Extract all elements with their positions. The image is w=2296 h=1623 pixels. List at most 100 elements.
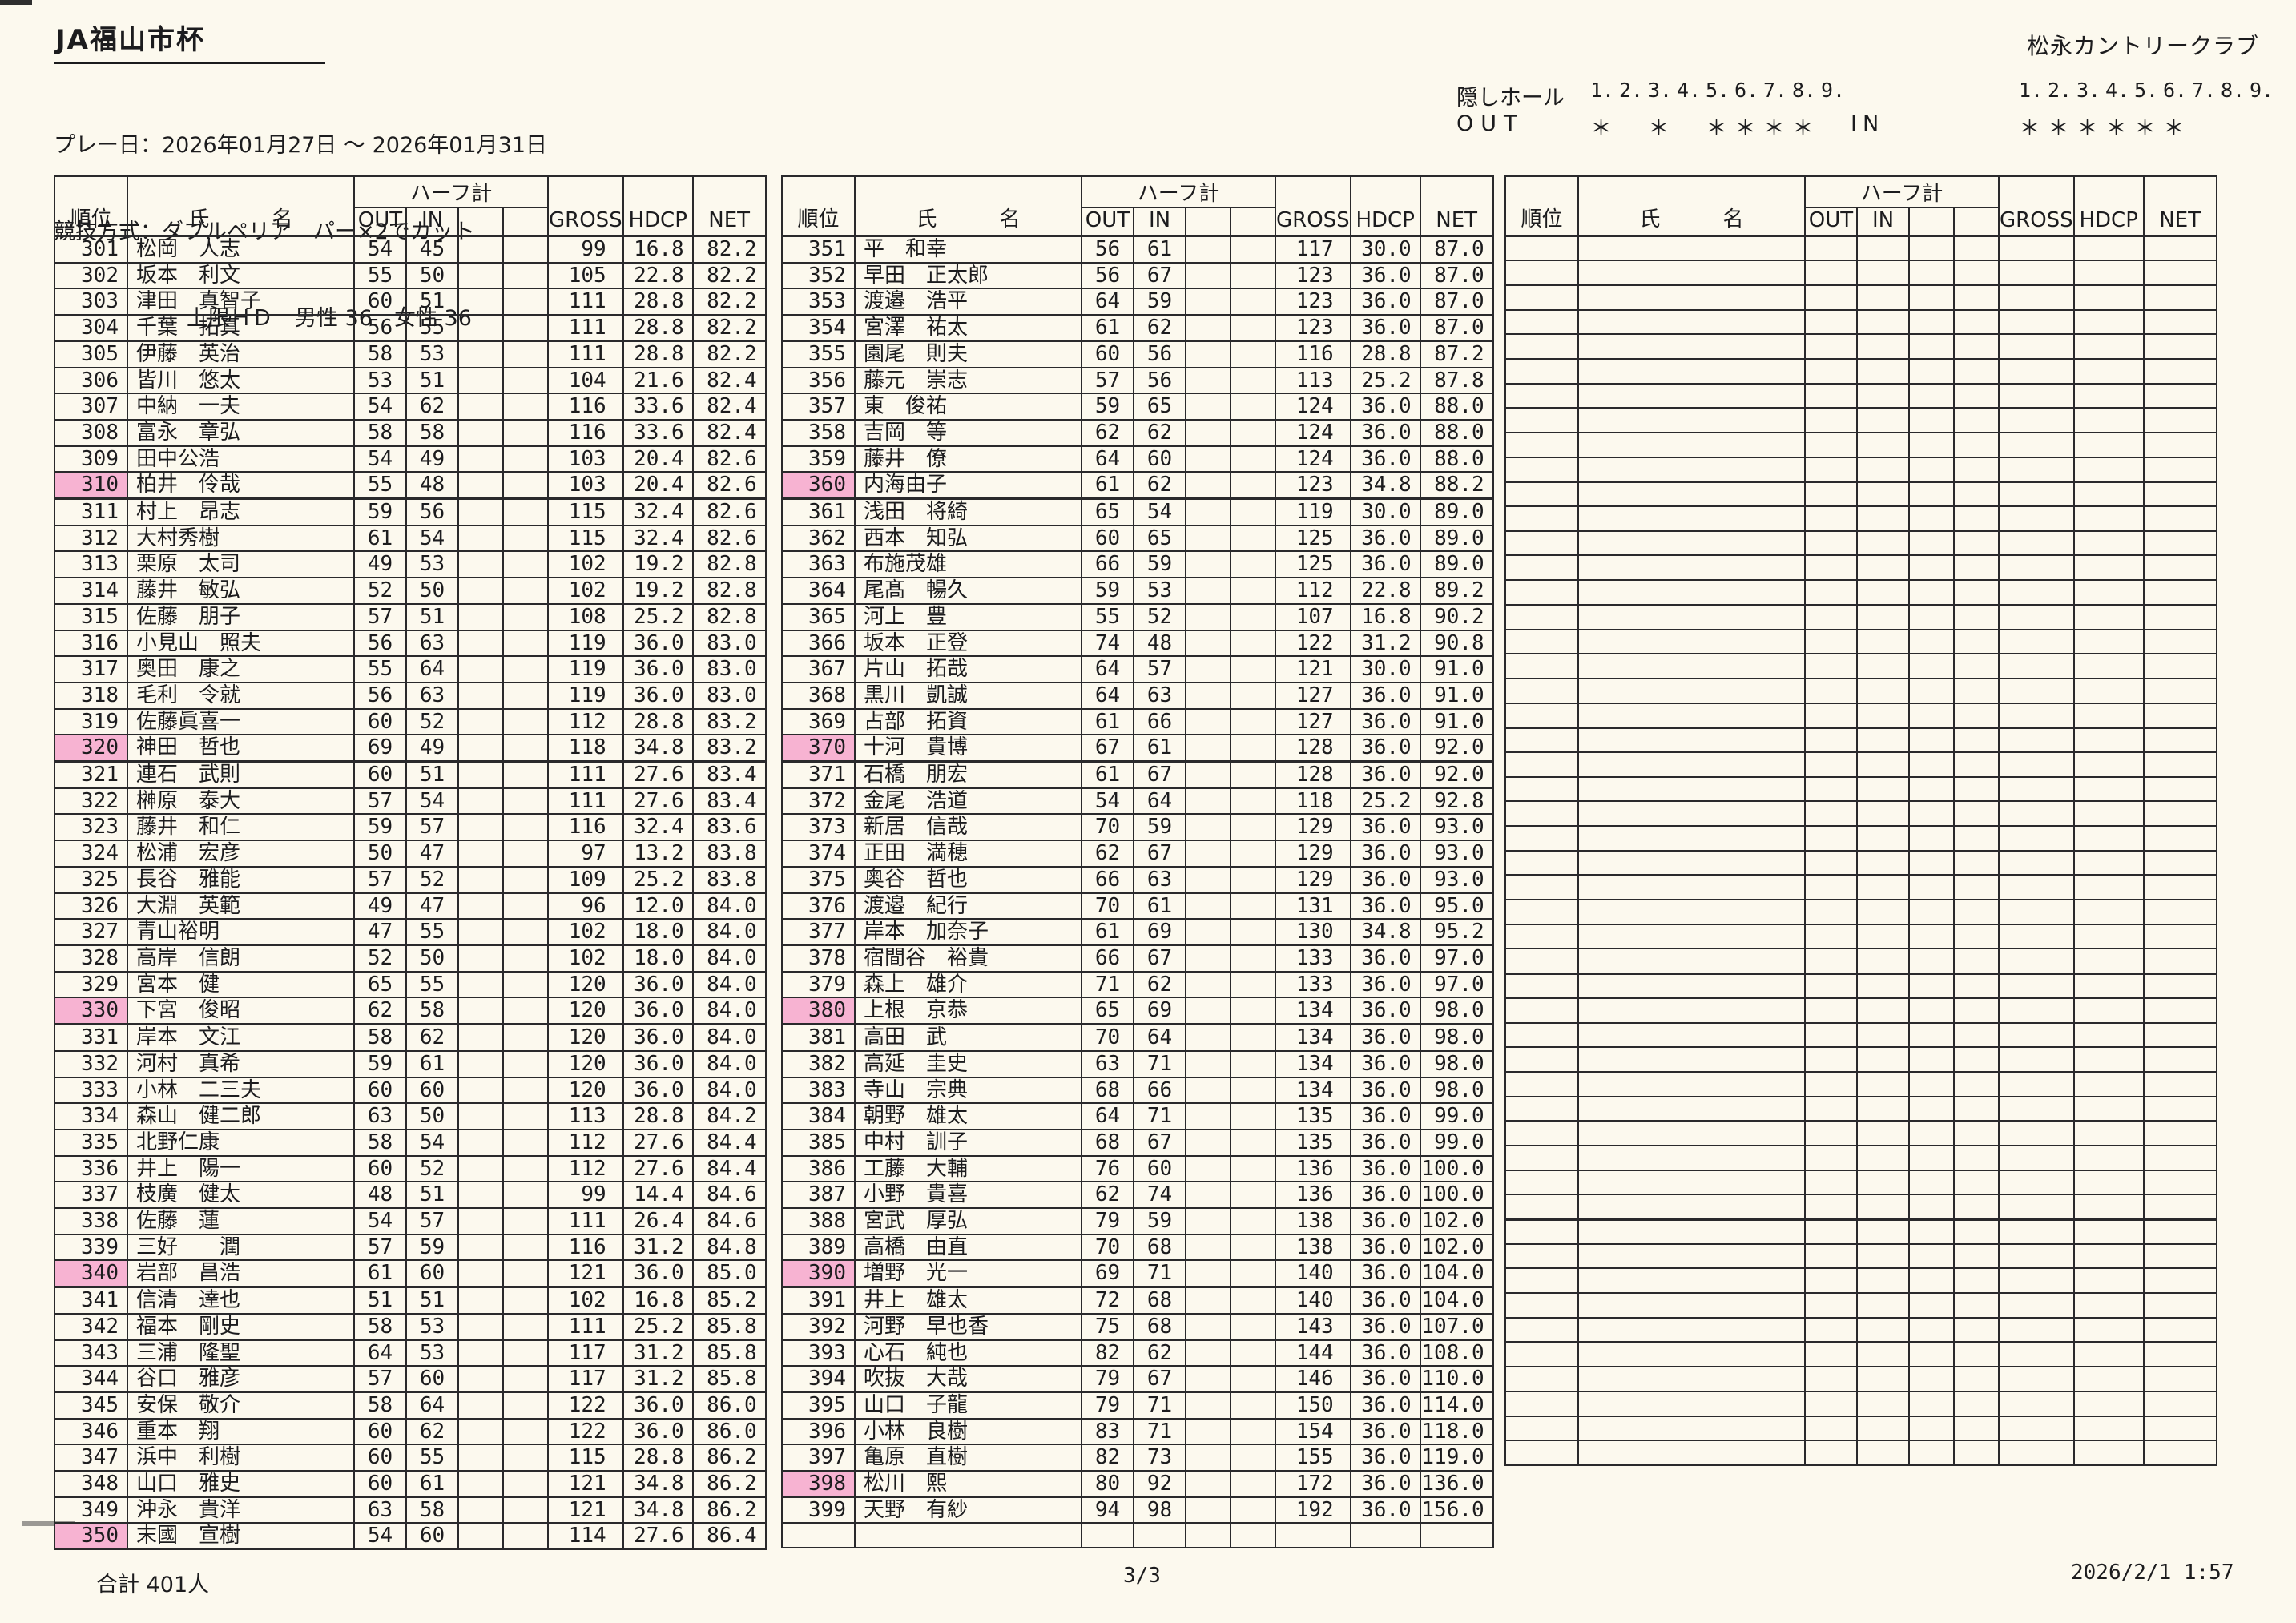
net-cell bbox=[2142, 923, 2217, 950]
gross-cell: 117 bbox=[547, 1339, 624, 1367]
net-cell: 84.0 bbox=[691, 944, 767, 973]
table-row bbox=[1504, 382, 2217, 409]
table-row: 386 工藤 大輔 76 60 136 36.0 100.0 bbox=[781, 1154, 1494, 1183]
out-cell bbox=[1804, 800, 1858, 827]
hole-number: 6. bbox=[2163, 79, 2188, 102]
blank-cell bbox=[1908, 849, 1955, 876]
in-cell: 62 bbox=[1133, 314, 1186, 342]
net-cell bbox=[2142, 260, 2217, 286]
blank-cell bbox=[1953, 1194, 2000, 1221]
name-cell bbox=[1577, 1415, 1806, 1442]
hdcp-cell: 36.0 bbox=[622, 1259, 694, 1289]
table-row bbox=[1504, 702, 2217, 729]
blank-cell bbox=[1185, 497, 1231, 526]
blank-cell bbox=[1908, 456, 1955, 483]
in-cell: 53 bbox=[405, 550, 459, 579]
blank-cell bbox=[1908, 382, 1955, 409]
net-cell: 82.6 bbox=[691, 497, 767, 526]
hole-number: 6. bbox=[1734, 79, 1759, 102]
gross-cell: 136 bbox=[1275, 1154, 1351, 1183]
in-cell bbox=[1856, 333, 1910, 360]
hole-cell: 8. ＊ bbox=[1792, 79, 1821, 141]
name-cell: 中村 訓子 bbox=[854, 1128, 1082, 1157]
net-cell: 86.2 bbox=[691, 1470, 767, 1498]
blank-cell bbox=[1185, 1023, 1231, 1052]
name-cell: 小林 二三夫 bbox=[127, 1076, 355, 1105]
gross-cell bbox=[1998, 1169, 2075, 1196]
out-cell: 60 bbox=[353, 1470, 407, 1498]
in-cell: 55 bbox=[405, 1444, 459, 1472]
col-header-hdcp: HDCP bbox=[1349, 175, 1421, 237]
gross-cell: 144 bbox=[1275, 1339, 1351, 1367]
out-cell: 72 bbox=[1081, 1286, 1134, 1315]
net-cell: 83.2 bbox=[691, 734, 767, 763]
name-cell: 井上 陽一 bbox=[127, 1154, 355, 1183]
table-row bbox=[1504, 1046, 2217, 1073]
hole-mark-empty bbox=[1821, 111, 1850, 138]
club-name: 松永カントリークラブ bbox=[2027, 33, 2260, 59]
rank-cell bbox=[1504, 1366, 1579, 1392]
rank-cell: 352 bbox=[781, 261, 856, 290]
hdcp-cell: 28.8 bbox=[622, 707, 694, 736]
name-cell: 松川 熙 bbox=[854, 1470, 1082, 1498]
gross-cell: 135 bbox=[1275, 1102, 1351, 1130]
rank-cell bbox=[1504, 628, 1579, 655]
net-cell: 91.0 bbox=[1419, 655, 1494, 683]
hdcp-cell: 25.2 bbox=[622, 865, 694, 894]
out-cell bbox=[1804, 1267, 1858, 1295]
hidden-hole-mark: ＊ bbox=[1763, 116, 1785, 141]
gross-cell bbox=[1998, 1095, 2075, 1122]
net-cell: 82.2 bbox=[691, 235, 767, 264]
blank-cell bbox=[457, 1128, 504, 1157]
hdcp-cell: 33.6 bbox=[622, 418, 694, 447]
table-row: 374 正田 満穂 62 67 129 36.0 93.0 bbox=[781, 840, 1494, 868]
table-row: 316 小見山 照夫 56 63 119 36.0 83.0 bbox=[54, 629, 767, 658]
gross-cell: 150 bbox=[1275, 1391, 1351, 1420]
name-cell: 石橋 朋宏 bbox=[854, 760, 1082, 789]
col-header-in: IN bbox=[1133, 207, 1186, 237]
rank-cell: 392 bbox=[781, 1312, 856, 1341]
out-cell: 59 bbox=[1081, 577, 1134, 605]
hole-cell: 4. bbox=[1677, 79, 1706, 138]
in-cell bbox=[1856, 973, 1910, 999]
out-cell bbox=[1804, 628, 1858, 655]
net-cell: 88.0 bbox=[1419, 445, 1494, 473]
net-cell: 89.0 bbox=[1419, 550, 1494, 579]
in-cell bbox=[1856, 899, 1910, 925]
out-cell bbox=[1804, 1095, 1858, 1122]
blank-cell bbox=[457, 892, 504, 920]
net-cell: 89.0 bbox=[1419, 524, 1494, 553]
name-cell: 正田 満穂 bbox=[854, 840, 1082, 868]
gross-cell: 135 bbox=[1275, 1128, 1351, 1157]
col-header-rank: 順位 bbox=[54, 175, 128, 237]
table-row: 382 高延 圭史 63 71 134 36.0 98.0 bbox=[781, 1049, 1494, 1078]
in-cell bbox=[1856, 1390, 1910, 1417]
gross-cell: 123 bbox=[1275, 471, 1351, 501]
table-row: 320 神田 哲也 69 49 118 34.8 83.2 bbox=[54, 734, 767, 763]
out-cell: 70 bbox=[1081, 1233, 1134, 1262]
blank-cell bbox=[1185, 550, 1231, 579]
rank-cell bbox=[1504, 727, 1579, 753]
table-row: 377 岸本 加奈子 61 69 130 34.8 95.2 bbox=[781, 918, 1494, 946]
blank-cell bbox=[1230, 1259, 1276, 1289]
out-cell: 56 bbox=[353, 681, 407, 710]
net-cell bbox=[2142, 1218, 2217, 1245]
rank-cell bbox=[1504, 284, 1579, 311]
blank-cell bbox=[1185, 1181, 1231, 1210]
rank-cell bbox=[1504, 973, 1579, 999]
hdcp-cell bbox=[2072, 407, 2145, 433]
in-cell bbox=[1856, 677, 1910, 704]
out-cell bbox=[1804, 357, 1858, 385]
out-cell bbox=[1804, 530, 1858, 557]
name-cell: 岸本 加奈子 bbox=[854, 918, 1082, 946]
gross-cell: 140 bbox=[1275, 1259, 1351, 1289]
rank-cell: 363 bbox=[781, 550, 856, 579]
gross-cell bbox=[1998, 1292, 2075, 1319]
table-row bbox=[1504, 1415, 2217, 1442]
gross-cell: 107 bbox=[1275, 602, 1351, 631]
blank-cell bbox=[1953, 1144, 2000, 1171]
net-cell bbox=[2142, 653, 2217, 679]
table-row: 301 松岡 人志 54 45 99 16.8 82.2 bbox=[54, 235, 767, 264]
gross-cell bbox=[1998, 481, 2075, 508]
